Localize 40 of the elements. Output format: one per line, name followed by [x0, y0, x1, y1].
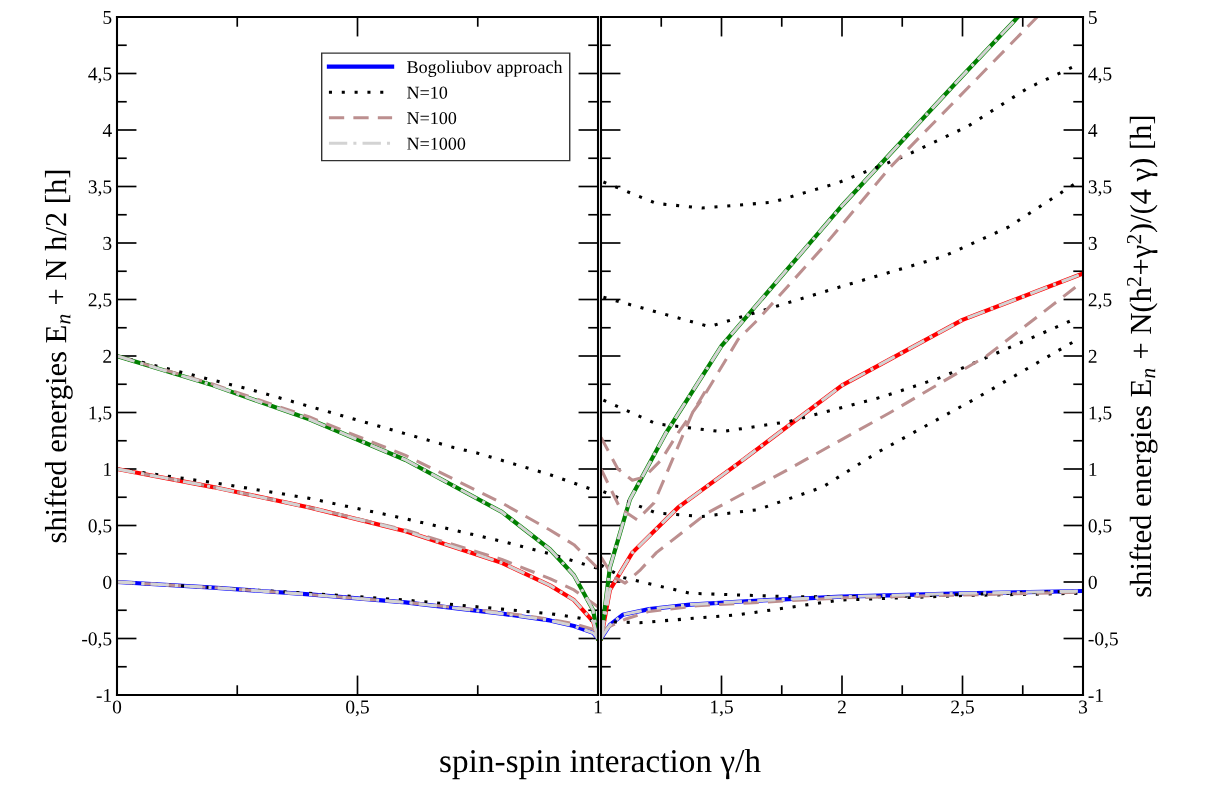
y-tick-label: 0 [1088, 575, 1097, 589]
legend-label: Bogoliubov approach [407, 60, 563, 77]
y-tick-label: 3,5 [88, 180, 112, 197]
y-tick-label: -1 [96, 688, 111, 702]
x-tick-label: 0 [112, 700, 122, 714]
y-tick-label: 3 [103, 236, 112, 250]
y-tick-label: 2 [1088, 349, 1097, 363]
y-tick-label: 1,5 [1089, 406, 1112, 423]
y-tick-label: -1 [1088, 688, 1103, 702]
y-tick-label: 4,5 [88, 67, 112, 84]
y-tick-label: 2 [103, 349, 112, 363]
y-tick-label: 1,5 [89, 406, 112, 423]
x-tick-label: 0,5 [346, 700, 369, 717]
x-tick-label: 2,5 [951, 700, 974, 717]
legend-label: N=100 [407, 112, 457, 125]
y-tick-label: 3,5 [1088, 180, 1112, 197]
y-tick-label: -0,5 [82, 632, 112, 649]
y-axis-title: shifted energies E$_{n}$ + N(h$^{2}$+γ$^{2}$)/(4 γ) [h] [1126, 116, 1158, 597]
legend-label: N=10 [407, 86, 448, 99]
y-tick-label: 0,5 [88, 519, 112, 536]
y-axis-title: shifted energies E$_{n}$ + N h/2 [h] [44, 170, 73, 543]
x-tick-label: 1,5 [711, 700, 733, 717]
y-tick-label: 1 [104, 462, 111, 476]
legend-label: N=1000 [407, 137, 466, 150]
y-tick-label: -0,5 [1088, 632, 1118, 649]
y-tick-label: 0,5 [1088, 519, 1112, 536]
x-tick-label: 1 [594, 700, 602, 714]
y-tick-label: 4,5 [1088, 67, 1112, 84]
x-tick-label: 3 [1079, 700, 1088, 714]
y-tick-label: 3 [1088, 236, 1097, 250]
y-tick-label: 2,5 [88, 293, 112, 310]
y-tick-label: 4 [1088, 123, 1098, 137]
x-axis-title: spin-spin interaction γ/h [440, 748, 761, 780]
y-tick-label: 4 [102, 123, 112, 137]
y-tick-label: 0 [103, 575, 112, 589]
y-tick-label: 2,5 [1088, 293, 1112, 310]
y-tick-label: 5 [1088, 11, 1097, 24]
x-tick-label: 2 [837, 700, 846, 714]
y-tick-label: 5 [103, 11, 112, 24]
y-tick-label: 1 [1089, 462, 1097, 476]
